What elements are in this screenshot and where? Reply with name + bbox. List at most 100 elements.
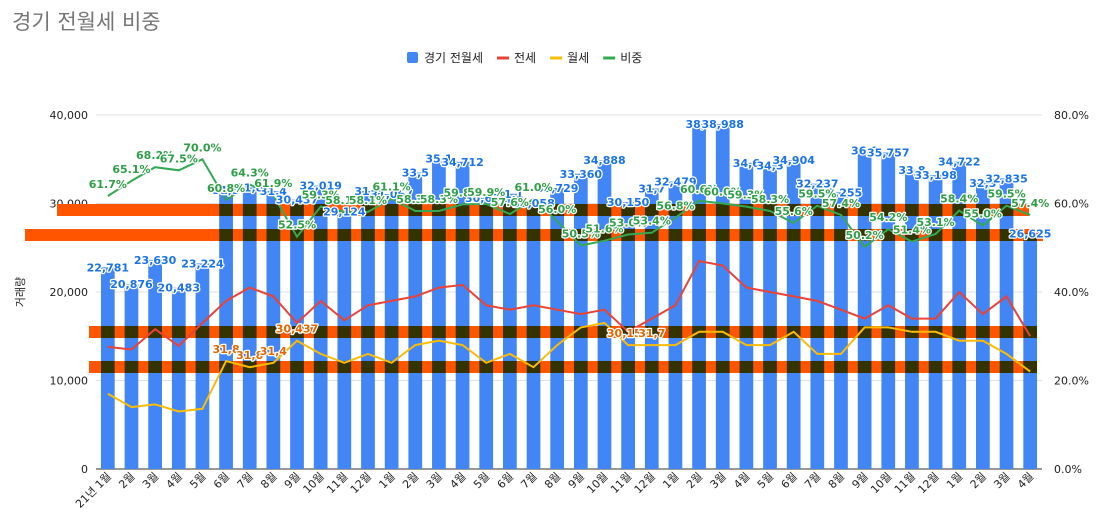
- bar-data-label: 30,150: [607, 196, 650, 209]
- x-tick-label: 7월: [235, 470, 256, 491]
- overlay-band-bar-segment: [479, 229, 494, 241]
- overlay-band-bar-segment: [928, 204, 943, 216]
- x-tick-label: 11월: [892, 470, 918, 496]
- overlay-band-bar-segment: [692, 204, 706, 216]
- overlay-band-bar-segment: [692, 361, 706, 373]
- x-tick-label: 11월: [324, 470, 350, 496]
- x-tick-label: 9월: [849, 470, 870, 491]
- bar: [763, 165, 777, 469]
- overlay-band-bar-segment: [881, 361, 896, 373]
- bar-data-label: 33,360: [560, 168, 603, 181]
- x-tick-label: 8월: [258, 470, 279, 491]
- overlay-band-bar-segment: [857, 361, 872, 373]
- line-data-label: 61.1%: [373, 181, 411, 194]
- overlay-band-bar-segment: [976, 229, 990, 241]
- line-data-label: 50.5%: [562, 228, 600, 241]
- line-data-label: 59.3%: [302, 189, 340, 202]
- overlay-band-bar-segment: [905, 229, 919, 241]
- x-tick-label: 3월: [424, 470, 445, 491]
- overlay-band-bar-segment: [408, 229, 423, 241]
- x-tick-label: 2월: [684, 470, 705, 491]
- overlay-band-bar-segment: [479, 361, 494, 373]
- overlay-band-bar-segment: [479, 326, 494, 338]
- bar-data-label: 20,876: [110, 278, 153, 291]
- line-data-label: 58.3%: [396, 193, 434, 206]
- overlay-band-bar-segment: [644, 361, 659, 373]
- line-data-label: 51.6%: [585, 223, 623, 236]
- line-data-label: 31,8: [213, 343, 240, 356]
- bar-data-label: 23,224: [181, 257, 224, 270]
- overlay-band-bar-segment: [526, 326, 541, 338]
- overlay-band-bar-segment: [219, 204, 233, 216]
- x-tick-label: 5월: [755, 470, 776, 491]
- bar-data-label: 23,630: [134, 254, 177, 267]
- overlay-band-bar-segment: [337, 361, 352, 373]
- overlay-band-bar-segment: [621, 204, 635, 216]
- bar-data-label: 30,437: [276, 194, 318, 207]
- overlay-band-bar-segment: [550, 204, 565, 216]
- x-tick-label: 3월: [991, 470, 1012, 491]
- line-data-label: 52.5%: [278, 219, 316, 232]
- x-tick-label: 8월: [826, 470, 847, 491]
- x-tick-label: 4월: [731, 470, 752, 491]
- overlay-band-bar-segment: [503, 361, 517, 373]
- x-tick-label: 1월: [944, 470, 965, 491]
- overlay-band-bar-segment: [1023, 233, 1038, 241]
- x-tick-label: 21년 1월: [73, 470, 114, 511]
- overlay-band-bar-segment: [644, 326, 659, 338]
- x-tick-label: 12월: [348, 470, 374, 496]
- line-data-label: 58.3%: [420, 193, 458, 206]
- x-tick-label: 1월: [376, 470, 397, 491]
- overlay-band-bar-segment: [763, 326, 777, 338]
- overlay-band-bar-segment: [148, 361, 162, 373]
- overlay-band-bar-segment: [526, 204, 541, 216]
- bar-data-label: 26,625: [1009, 227, 1051, 240]
- line-data-label: 59.9%: [467, 186, 505, 199]
- overlay-band-bar-segment: [266, 326, 281, 338]
- bar-data-label: 31,5: [213, 184, 240, 197]
- overlay-band-bar-segment: [763, 361, 777, 373]
- overlay-band-bar-segment: [455, 326, 470, 338]
- overlay-band-bar-segment: [597, 229, 612, 241]
- overlay-band-bar-segment: [242, 204, 257, 216]
- overlay-band-bar-segment: [124, 326, 139, 338]
- line-data-label: 64.3%: [231, 166, 269, 179]
- overlay-band-bar-segment: [242, 229, 257, 241]
- y2-tick-label: 60.0%: [1054, 198, 1089, 211]
- line-data-label: 50.2%: [846, 229, 884, 242]
- line-data-label: 59.3%: [727, 189, 765, 202]
- overlay-band-bar-segment: [668, 326, 683, 338]
- series-line: [107, 158, 1031, 249]
- overlay-band-bar-segment: [573, 204, 588, 216]
- overlay-band-bar-segment: [100, 326, 115, 338]
- overlay-band-bar-segment: [905, 361, 919, 373]
- legend-label: 전세: [514, 51, 536, 65]
- bar-data-label: 34,722: [938, 156, 980, 169]
- line-data-label: 60.8%: [207, 182, 245, 195]
- overlay-band-bar-segment: [597, 361, 612, 373]
- overlay-band-bar-segment: [976, 204, 990, 216]
- bar-data-label: 36,0: [851, 144, 878, 157]
- overlay-band-bar-segment: [644, 204, 659, 216]
- overlay-band-bar-segment: [148, 326, 162, 338]
- overlay-band-bar-segment: [384, 361, 399, 373]
- overlay-band-bar-segment: [952, 229, 967, 241]
- line-data-label: 61.0%: [514, 181, 552, 194]
- bar: [928, 175, 943, 469]
- overlay-band-bar-segment: [715, 204, 730, 216]
- overlay-band-bar-segment: [361, 204, 375, 216]
- overlay-band-bar-segment: [573, 229, 588, 241]
- overlay-band-bar-segment: [810, 229, 825, 241]
- line-data-label: 58.4%: [940, 193, 978, 206]
- overlay-band-bar-segment: [857, 326, 872, 338]
- bar: [715, 123, 730, 469]
- overlay-band-bar-segment: [810, 361, 825, 373]
- overlay-band-bar-segment: [668, 361, 683, 373]
- overlay-band-bar-segment: [455, 361, 470, 373]
- x-tick-label: 7월: [802, 470, 823, 491]
- x-tick-label: 4월: [1015, 470, 1036, 491]
- y-tick-label: 20,000: [50, 286, 89, 299]
- y2-tick-label: 40.0%: [1054, 286, 1089, 299]
- overlay-band-bar-segment: [408, 326, 423, 338]
- overlay-band-bar-segment: [313, 326, 328, 338]
